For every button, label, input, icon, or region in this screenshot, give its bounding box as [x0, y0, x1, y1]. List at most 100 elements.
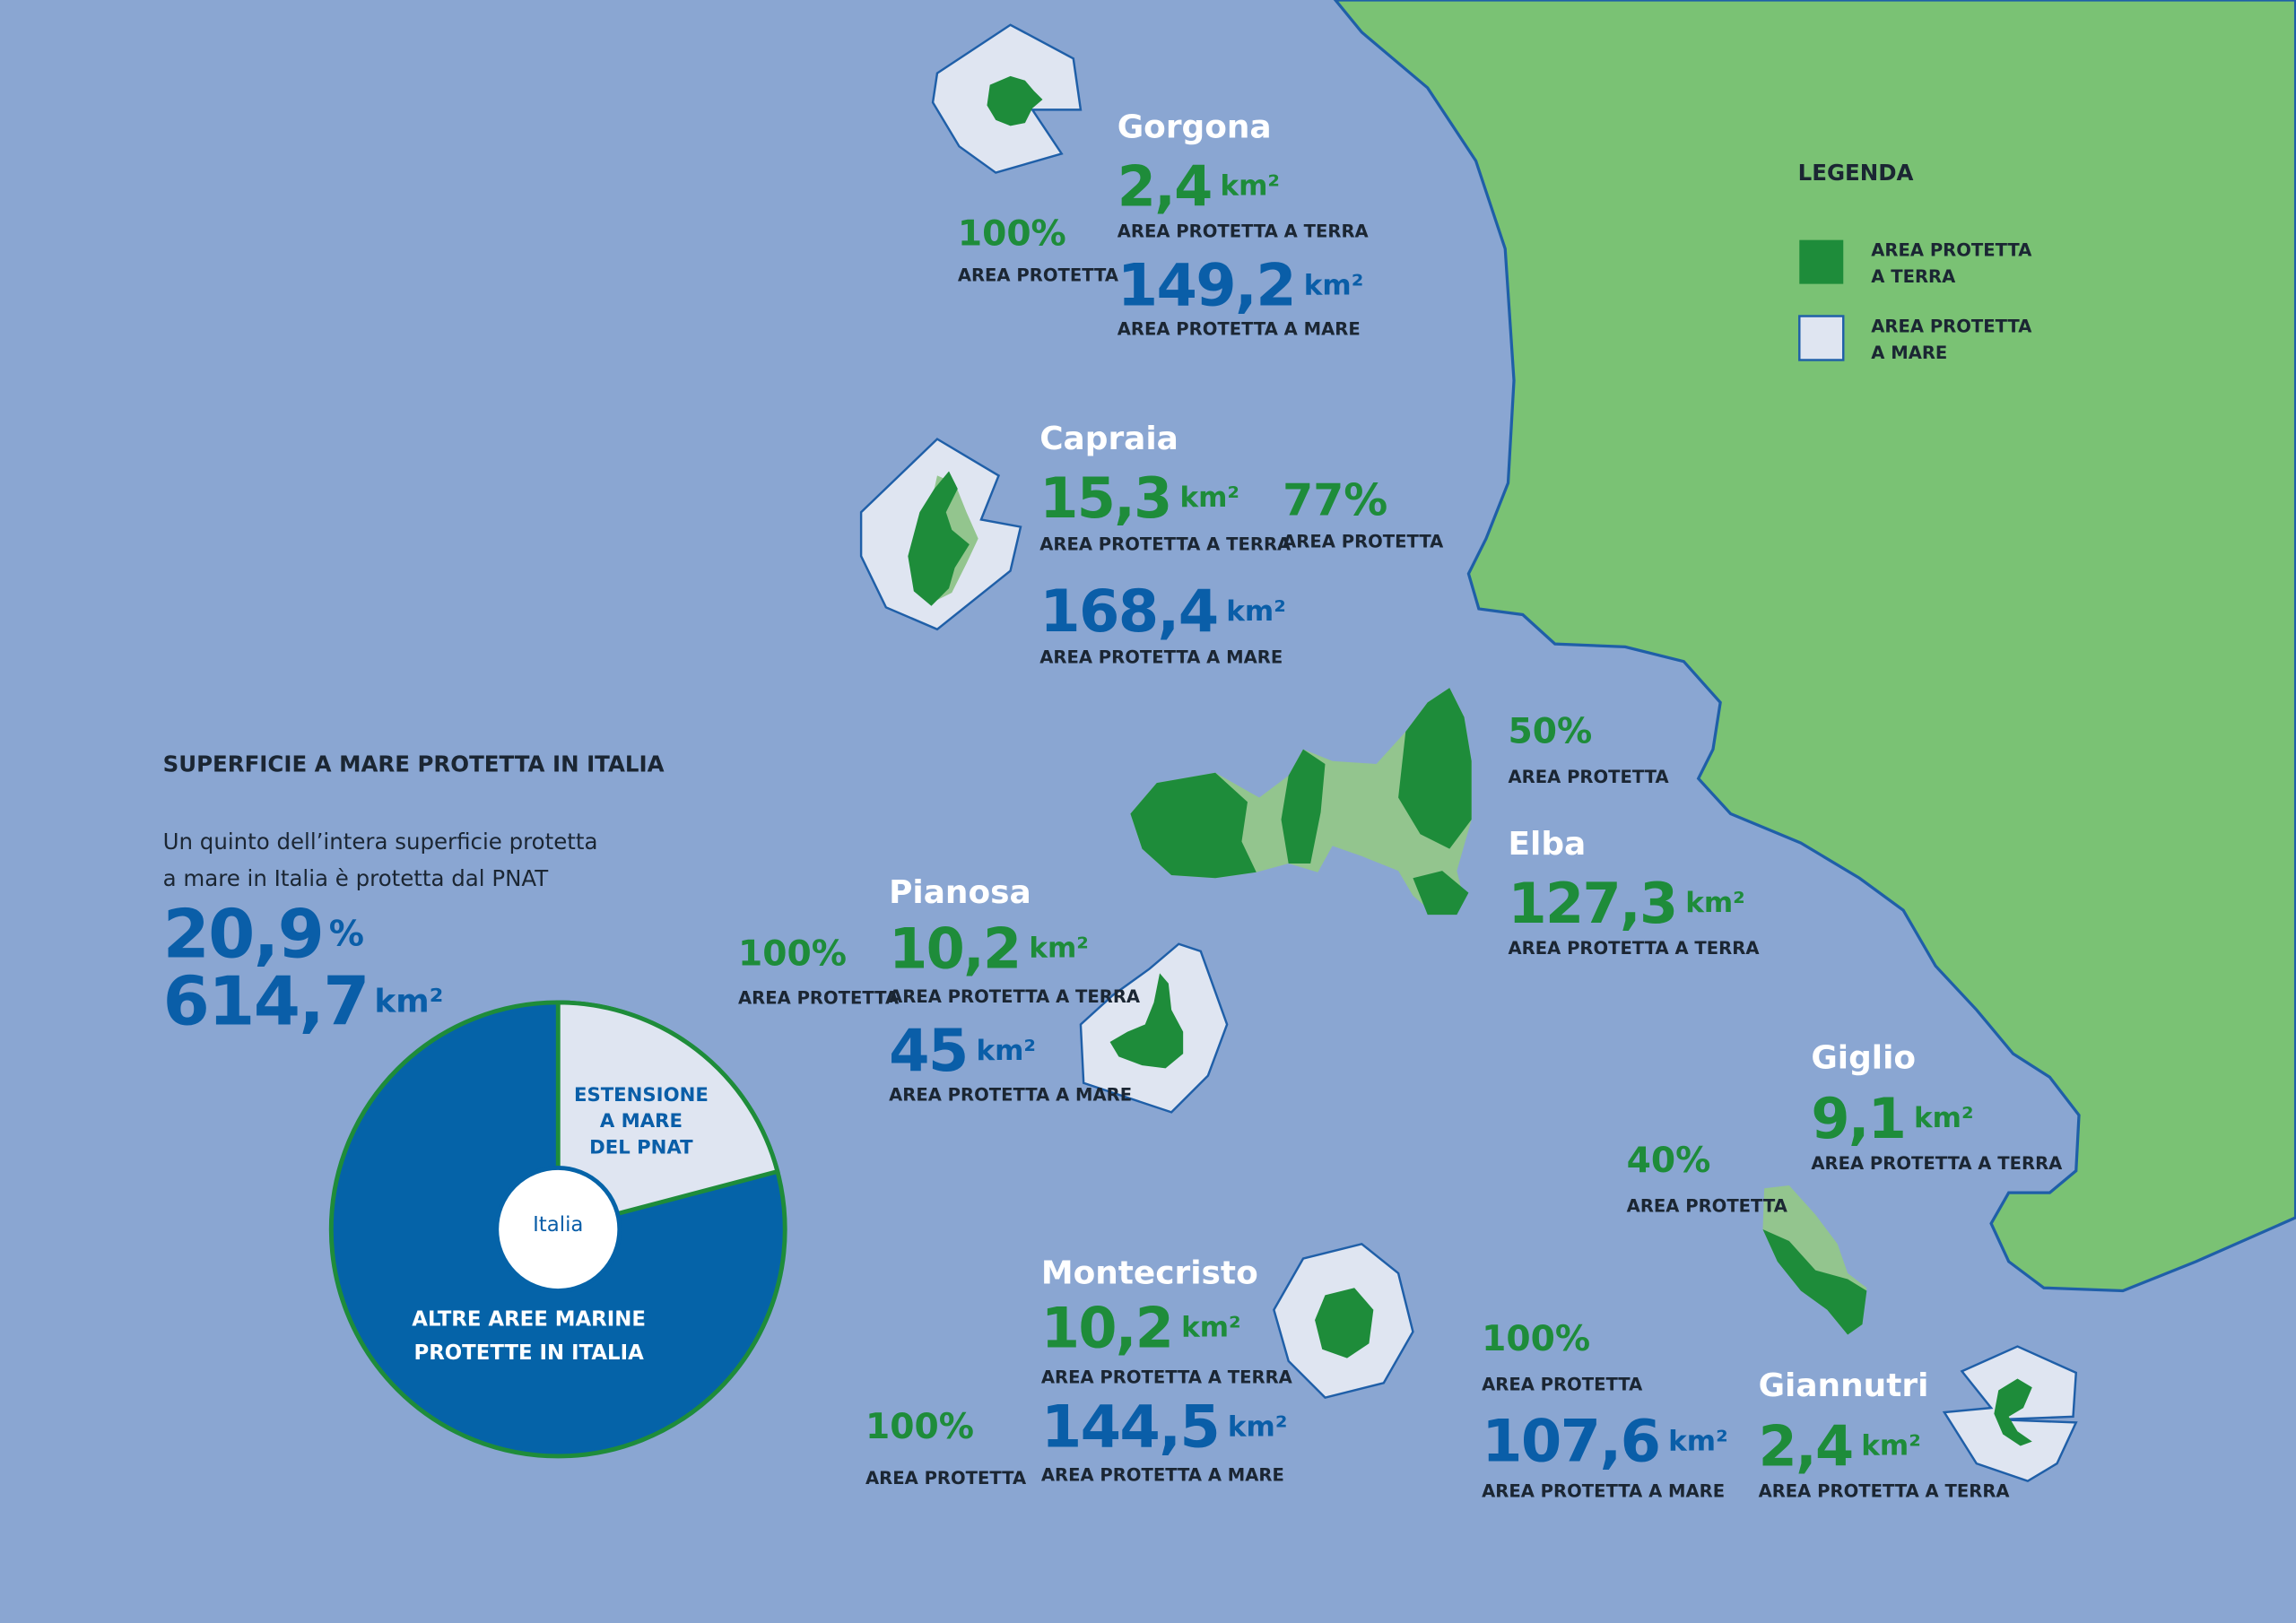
value: 614,7	[163, 961, 369, 1040]
island-name: Giglio	[1811, 1040, 1916, 1077]
value: 144,5	[1041, 1393, 1219, 1461]
unit: km²	[1668, 1426, 1727, 1458]
label: AREA PROTETTA	[738, 988, 900, 1009]
value: 45	[889, 1017, 968, 1085]
label: AREA PROTETTA A MARE	[1041, 1465, 1284, 1486]
land-area: 15,3 km²	[1039, 464, 1239, 530]
sea-area: 168,4 km²	[1039, 577, 1286, 646]
pie-center	[494, 1165, 622, 1293]
label: AREA PROTETTA A TERRA	[889, 986, 1141, 1007]
label: AREA PROTETTA A MARE	[889, 1084, 1132, 1105]
island-name: Giannutri	[1759, 1367, 1929, 1404]
island-montecristo	[1315, 1288, 1374, 1358]
value: 10,2	[889, 916, 1020, 981]
sea-area: 149,2 km²	[1118, 251, 1364, 319]
legend-label: A MARE	[1871, 343, 1947, 363]
unit: km²	[374, 983, 443, 1020]
value: 2,4	[1759, 1413, 1853, 1479]
percent: 100%	[1482, 1319, 1590, 1359]
island-name: Capraia	[1039, 421, 1178, 457]
pie-center-label: Italia	[533, 1213, 583, 1237]
island-giglio	[1762, 1228, 1867, 1335]
value: 127,3	[1508, 871, 1676, 936]
value: 15,3	[1039, 464, 1170, 530]
unit: km²	[1220, 169, 1280, 202]
summary-text: a mare in Italia è protetta dal PNAT	[163, 865, 550, 891]
unit: km²	[1029, 933, 1089, 965]
land-area: 127,3 km²	[1508, 871, 1744, 936]
island-gorgona	[987, 75, 1043, 126]
unit: km²	[1228, 1410, 1288, 1443]
mainland	[1333, 0, 2296, 1293]
sea-area: 144,5 km²	[1041, 1393, 1288, 1461]
value: 107,6	[1482, 1408, 1659, 1476]
label: AREA PROTETTA	[1508, 767, 1669, 787]
pie-label: ESTENSIONE	[574, 1084, 709, 1107]
label: AREA PROTETTA A MARE	[1482, 1481, 1725, 1502]
legend-label: AREA PROTETTA	[1871, 240, 2032, 261]
summary-share: 20,9%	[163, 894, 364, 973]
label: AREA PROTETTA	[1627, 1195, 1788, 1216]
label: AREA PROTETTA A TERRA	[1118, 221, 1370, 241]
label: AREA PROTETTA A TERRA	[1508, 938, 1760, 959]
legend-swatch-land	[1799, 239, 1844, 284]
legend-label: AREA PROTETTA	[1871, 316, 2032, 336]
percent: 100%	[865, 1407, 974, 1447]
percent: 100%	[738, 934, 847, 975]
island-name: Pianosa	[889, 874, 1031, 911]
value: 149,2	[1118, 251, 1295, 319]
sea-area: 45 km²	[889, 1017, 1036, 1085]
pie-label: DEL PNAT	[589, 1137, 693, 1159]
land-area: 10,2 km²	[1041, 1295, 1241, 1360]
land-area: 2,4 km²	[1118, 153, 1280, 219]
percent: 100%	[958, 214, 1066, 255]
land-area: 10,2 km²	[889, 916, 1089, 981]
island-name: Montecristo	[1041, 1254, 1258, 1291]
label: AREA PROTETTA	[1482, 1374, 1643, 1394]
label: AREA PROTETTA	[1283, 531, 1444, 551]
legend-label: A TERRA	[1871, 266, 1956, 287]
value: 9,1	[1811, 1085, 1905, 1150]
legend-swatch-sea	[1798, 315, 1845, 361]
summary-title: SUPERFICIE A MARE PROTETTA IN ITALIA	[163, 751, 665, 777]
unit: km²	[1179, 482, 1239, 514]
value: 20,9	[163, 894, 324, 973]
island-elba	[1130, 688, 1472, 916]
value: 10,2	[1041, 1295, 1172, 1360]
label: AREA PROTETTA	[958, 265, 1119, 285]
unit: km²	[1181, 1311, 1241, 1343]
island-name: Elba	[1508, 826, 1586, 863]
summary-area: 614,7 km²	[163, 961, 444, 1040]
legend-title: LEGENDA	[1798, 160, 1914, 186]
label: AREA PROTETTA A MARE	[1118, 319, 1361, 340]
island-capraia	[908, 471, 970, 606]
pie-label: A MARE	[600, 1110, 683, 1133]
unit: %	[329, 914, 364, 954]
unit: km²	[1226, 595, 1286, 628]
label: AREA PROTETTA A TERRA	[1811, 1153, 2063, 1174]
percent: 40%	[1627, 1141, 1711, 1181]
pie-slice-pnat	[555, 1000, 780, 1233]
label: AREA PROTETTA A MARE	[1039, 647, 1283, 667]
sea-area: 107,6 km²	[1482, 1408, 1728, 1476]
land-area: 9,1 km²	[1811, 1085, 1973, 1150]
unit: km²	[1304, 269, 1364, 301]
label: AREA PROTETTA A TERRA	[1041, 1367, 1293, 1387]
unit: km²	[1914, 1102, 1974, 1134]
unit: km²	[976, 1035, 1036, 1067]
pie-chart: Italia ESTENSIONE A MARE DEL PNAT ALTRE AREE…	[328, 1000, 787, 1459]
island-name: Gorgona	[1118, 108, 1272, 145]
percent: 77%	[1283, 475, 1387, 526]
summary-text: Un quinto dell’intera superficie protett…	[163, 829, 598, 855]
pie-label: ALTRE AREE MARINE	[412, 1307, 646, 1331]
value: 168,4	[1039, 577, 1217, 646]
percent: 50%	[1508, 712, 1592, 752]
island-giannutri	[1994, 1378, 2032, 1446]
value: 2,4	[1118, 153, 1212, 219]
label: AREA PROTETTA A TERRA	[1759, 1481, 2011, 1502]
unit: km²	[1861, 1430, 1921, 1462]
pie-label: PROTETTE IN ITALIA	[413, 1341, 644, 1365]
unit: km²	[1685, 887, 1744, 919]
